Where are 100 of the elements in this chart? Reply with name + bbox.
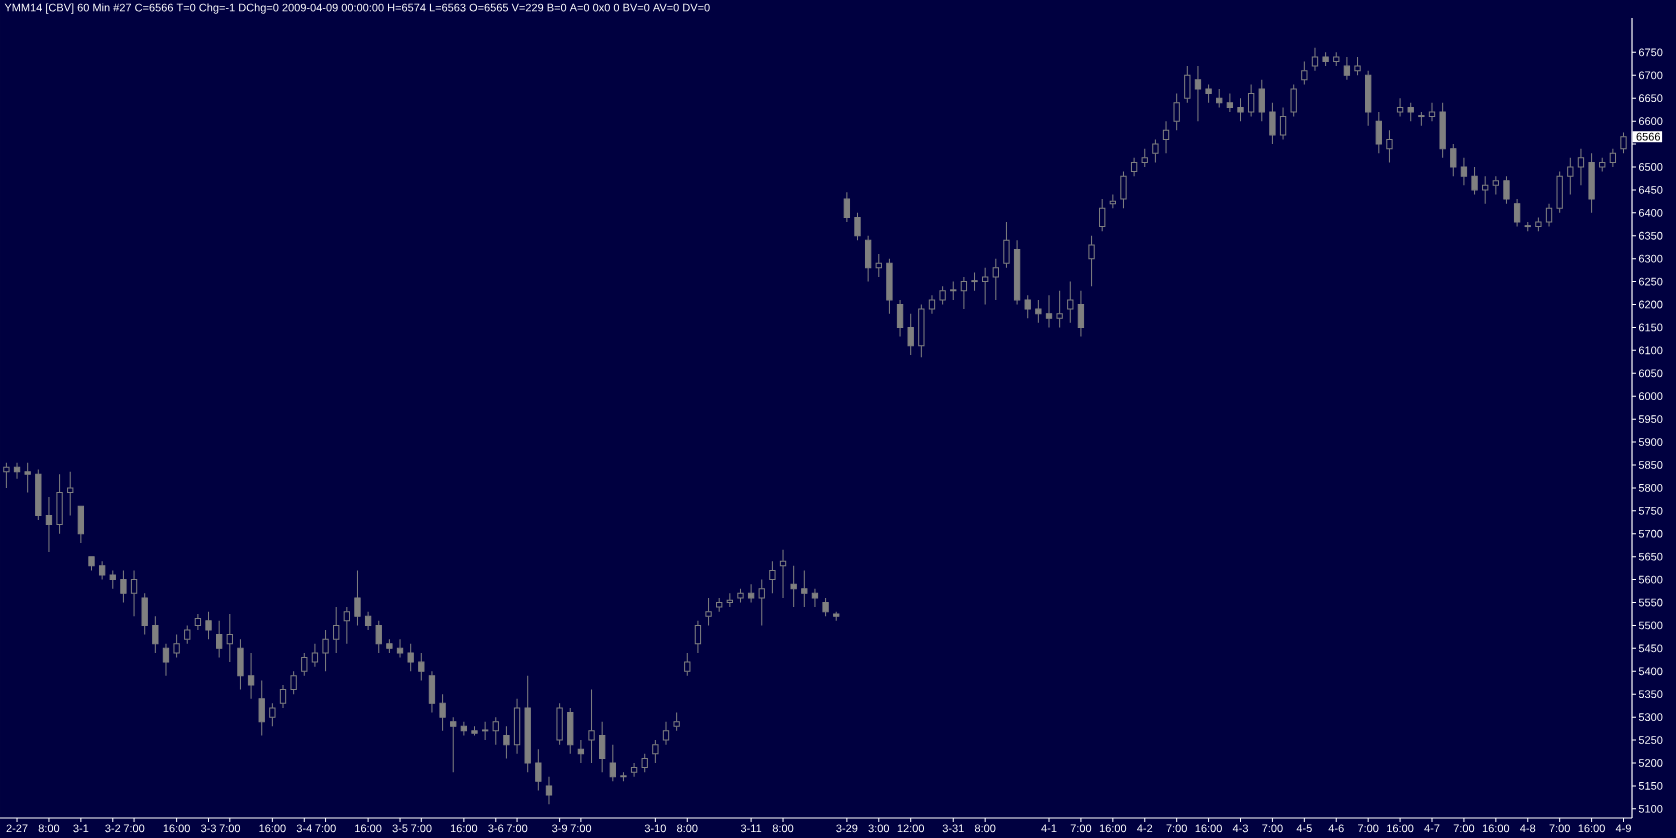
candlestick <box>769 560 776 594</box>
x-tick-label: 7:00 <box>1358 824 1379 833</box>
y-tick-label: 6650 <box>1638 94 1663 103</box>
candlestick <box>1311 47 1319 72</box>
candlestick <box>1609 148 1617 168</box>
candlestick <box>1482 175 1489 205</box>
candlestick <box>1247 83 1255 118</box>
y-tick-label: 5250 <box>1638 736 1663 744</box>
candlestick <box>396 638 404 659</box>
y-tick-label: 6450 <box>1638 186 1663 194</box>
x-tick-label: 7:00 <box>219 824 241 833</box>
candlestick <box>1513 198 1521 228</box>
x-tick-label: 7:00 <box>315 824 336 833</box>
candlestick <box>928 294 936 315</box>
x-tick-label: 3:00 <box>868 824 890 833</box>
x-tick-label: 8:00 <box>974 824 996 833</box>
x-tick-label: 7:00 <box>1453 824 1475 833</box>
y-tick-label: 5800 <box>1638 484 1663 492</box>
y-tick-label: 6250 <box>1638 277 1663 286</box>
y-tick-label: 5200 <box>1638 759 1663 767</box>
x-tick-label: 16:00 <box>1578 824 1605 833</box>
candlestick <box>747 583 755 604</box>
candlestick <box>130 569 138 617</box>
x-tick-label: 7:00 <box>570 824 592 833</box>
candlestick <box>226 613 233 663</box>
x-tick-label: 4-5 <box>1296 824 1312 833</box>
candlestick <box>545 776 553 805</box>
y-tick-label: 6100 <box>1638 346 1663 355</box>
candlestick <box>1428 102 1436 122</box>
candlestick <box>960 276 968 310</box>
candlestick <box>460 721 468 736</box>
x-tick-label: 7:00 <box>506 824 528 833</box>
candlestick <box>481 721 489 741</box>
candlestick <box>1162 120 1170 154</box>
candlestick <box>1460 157 1468 186</box>
candlestick <box>1067 281 1074 324</box>
x-tick-label: 4-1 <box>1041 824 1057 832</box>
y-tick-label: 6350 <box>1638 231 1663 240</box>
y-tick-label: 6500 <box>1638 163 1663 171</box>
x-tick-label: 3-4 <box>296 824 312 833</box>
y-tick-label: 5400 <box>1638 667 1663 676</box>
candlestick <box>439 693 446 732</box>
x-tick-label: 16:00 <box>355 824 382 833</box>
x-tick-label: 4-8 <box>1520 824 1536 833</box>
x-tick-label: 7:00 <box>411 824 432 833</box>
x-tick-label: 16:00 <box>1099 824 1127 833</box>
x-tick-label: 3-2 <box>105 824 121 833</box>
candlestick <box>503 725 510 759</box>
x-tick-label: 7:00 <box>1262 824 1283 833</box>
x-tick-label: 16:00 <box>1387 824 1414 833</box>
x-tick-label: 16:00 <box>450 824 478 833</box>
y-tick-label: 5650 <box>1638 552 1663 561</box>
candlestick <box>364 611 372 631</box>
candlestick <box>247 652 255 700</box>
annotation: 6566 <box>1636 132 1661 141</box>
candlestick <box>45 496 53 553</box>
candlestick <box>896 299 904 338</box>
candlestick <box>694 620 702 654</box>
x-tick-label: 16:00 <box>1482 824 1510 833</box>
candlestick <box>1226 93 1234 113</box>
candlestick <box>662 721 670 746</box>
y-tick-label: 5450 <box>1638 644 1663 653</box>
x-tick-label: 7:00 <box>1549 824 1570 833</box>
candlestick <box>13 462 21 480</box>
candlestick <box>1545 203 1553 228</box>
candlestick <box>311 643 319 668</box>
candlestick <box>1013 239 1021 306</box>
candlestick <box>1279 106 1287 140</box>
candlestick <box>971 271 978 292</box>
x-tick-label: 4-9 <box>1615 824 1631 833</box>
candlestick <box>194 613 202 631</box>
candlestick <box>811 588 819 608</box>
y-tick-label: 6750 <box>1638 48 1663 57</box>
y-tick-label: 5100 <box>1638 804 1663 813</box>
candlestick <box>1077 290 1085 338</box>
x-tick-label: 3-9 <box>552 824 568 833</box>
y-tick-label: 5500 <box>1638 621 1663 630</box>
y-tick-label: 6400 <box>1638 208 1663 217</box>
x-tick-label: 3-3 <box>200 824 216 833</box>
x-tick-label: 3-6 <box>488 824 504 833</box>
x-tick-label: 3-11 <box>740 824 762 833</box>
y-tick-label: 5700 <box>1638 529 1663 538</box>
chart-title: YMM14 [CBV] 60 Min #27 C=6566 T=0 Chg=-1 DChg=0 2009-04-09 00:00:00 H=6574 L=6563 O=6565 V=229 B=0 A=0 0x0 0 BV=0 AV=0 DV=0 <box>4 3 710 14</box>
candlestick <box>630 762 638 778</box>
candlestick <box>216 620 223 659</box>
candlestick <box>864 235 872 283</box>
candlestick <box>843 191 851 223</box>
x-tick-label: 4-6 <box>1328 824 1344 833</box>
candlestick <box>588 689 595 764</box>
candlestick <box>1577 148 1585 186</box>
candlestick <box>1396 97 1404 118</box>
y-tick-label: 5950 <box>1638 415 1663 424</box>
candlestick <box>333 606 340 654</box>
candlestick <box>1045 294 1053 328</box>
y-tick-label: 5900 <box>1638 438 1663 446</box>
y-tick-label: 5750 <box>1638 506 1663 515</box>
x-tick-label: 3-29 <box>836 824 858 833</box>
x-tick-label: 7:00 <box>1070 824 1092 833</box>
y-tick-label: 6200 <box>1638 300 1663 309</box>
x-tick-label: 8:00 <box>772 824 794 833</box>
